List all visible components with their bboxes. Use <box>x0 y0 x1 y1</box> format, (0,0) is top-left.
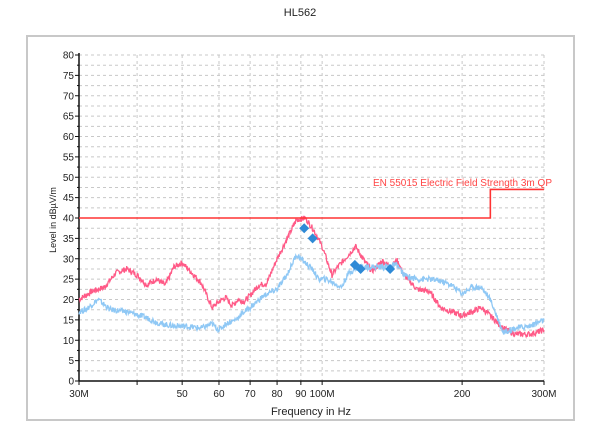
y-tick-label: 50 <box>63 173 75 184</box>
x-axis-label: Frequency in Hz <box>271 406 351 418</box>
y-tick-label: 45 <box>63 193 75 204</box>
y-tick-label: 5 <box>68 356 74 367</box>
x-tick-label: 300M <box>531 389 556 400</box>
x-tick-label: 70 <box>245 389 257 400</box>
y-tick-label: 0 <box>68 377 74 388</box>
y-tick-label: 80 <box>63 51 75 62</box>
plot-area <box>78 188 545 339</box>
y-axis-label: Level in dBµV/m <box>48 187 58 253</box>
y-tick-label: 55 <box>63 152 75 163</box>
y-tick-label: 65 <box>63 112 75 123</box>
marker-point <box>355 263 366 274</box>
y-tick-label: 75 <box>63 71 75 82</box>
axes: 0 5 10 15 20 25 30 35 40 45 50 55 60 65 70 75 80 30M 50 60 7… <box>63 51 557 401</box>
x-tick-label: 200 <box>454 389 471 400</box>
x-tick-label: 50 <box>177 389 189 400</box>
y-tick-label: 35 <box>63 234 75 245</box>
y-tick-label: 60 <box>63 132 75 143</box>
limit-line <box>79 188 544 219</box>
series-line-1 <box>78 215 545 339</box>
chart-title: HL562 <box>284 7 316 19</box>
x-tick-label: 30M <box>69 389 88 400</box>
y-tick-label: 10 <box>63 336 75 347</box>
x-tick-label: 60 <box>213 389 225 400</box>
chart-frame <box>26 35 575 421</box>
y-tick-label: 40 <box>63 214 75 225</box>
y-tick-label: 15 <box>63 315 75 326</box>
limit-line-label: EN 55015 Electric Field Strength 3m QP <box>373 178 552 189</box>
series-line-2 <box>78 253 545 335</box>
marker-point <box>385 263 396 274</box>
y-tick-label: 25 <box>63 275 75 286</box>
x-tick-label: 90 <box>295 389 307 400</box>
y-tick-label: 30 <box>63 254 75 265</box>
y-tick-label: 70 <box>63 91 75 102</box>
marker-point <box>299 223 310 234</box>
marker-point <box>307 233 318 244</box>
y-tick-label: 20 <box>63 295 75 306</box>
x-tick-label: 100M <box>310 389 335 400</box>
x-tick-label: 80 <box>272 389 284 400</box>
